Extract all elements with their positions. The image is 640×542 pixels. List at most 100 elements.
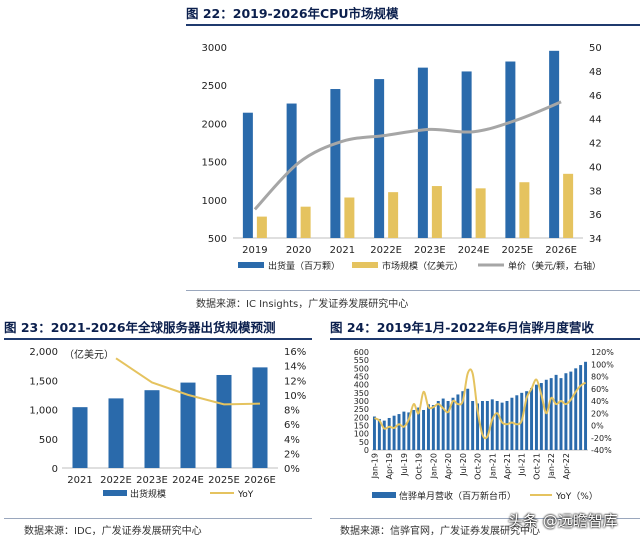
- x-tick-label: 2026E: [545, 245, 577, 256]
- bar-monthly-revenue: [490, 399, 494, 450]
- x-tick-label: 2022E: [100, 475, 132, 486]
- bar-monthly-revenue: [559, 378, 563, 450]
- bar-monthly-revenue: [407, 412, 411, 450]
- y-tick-label: 500: [354, 364, 369, 373]
- legend-swatch-market-size: [352, 262, 378, 268]
- figure-22-source: 数据来源：IC Insights，广发证券发展研究中心: [196, 299, 409, 310]
- bar-monthly-revenue: [534, 384, 538, 450]
- x-tick-label: Jan-20: [429, 453, 438, 479]
- line-revenue-yoy: [374, 368, 587, 440]
- figure-23-rule: [4, 338, 312, 340]
- y2-tick-label: 36: [589, 210, 602, 221]
- x-tick-label: Jul-21: [518, 453, 527, 477]
- bar-shipments: [374, 79, 385, 238]
- y2-tick-label: 16%: [284, 347, 306, 358]
- bar-market-size: [256, 216, 267, 238]
- bar-monthly-revenue: [500, 402, 504, 450]
- bar-monthly-revenue: [549, 378, 553, 450]
- x-tick-label: Jan-21: [488, 453, 497, 479]
- bar-monthly-revenue: [402, 411, 406, 450]
- y2-tick-label: -20%: [591, 434, 612, 443]
- x-tick-label: Oct-19: [415, 453, 424, 480]
- y2-tick-label: 14%: [284, 362, 306, 373]
- bar-server-shipments: [108, 398, 124, 468]
- y2-tick-label: 60%: [591, 385, 609, 394]
- y-tick-label: 0: [364, 446, 369, 455]
- legend-label-monthly-revenue: 信骅单月营收（百万新台币）: [399, 490, 516, 502]
- y2-tick-label: 2%: [284, 449, 300, 460]
- bar-monthly-revenue: [412, 409, 416, 450]
- y2-tick-label: 40%: [591, 397, 609, 406]
- legend-swatch-shipments: [238, 262, 264, 268]
- x-tick-label: 2024E: [458, 245, 490, 256]
- figure-22-source-rule: [186, 290, 640, 291]
- x-tick-label: Jan-19: [370, 453, 379, 479]
- bar-server-shipments: [252, 367, 268, 468]
- y-tick-label: 200: [354, 413, 369, 422]
- bar-monthly-revenue: [387, 417, 391, 450]
- cpu-market-chart: 500 1000 1500 2000 2500 3000 34 36 38 40 42 44 46 48 5…: [202, 43, 602, 272]
- x-tick-label: 2020: [286, 245, 311, 256]
- x-tick-label: Oct-21: [532, 453, 541, 480]
- x-tick-label: Apr-21: [503, 453, 512, 479]
- x-tick-label: 2023E: [414, 245, 446, 256]
- bar-monthly-revenue: [579, 365, 583, 450]
- bar-monthly-revenue: [525, 391, 529, 450]
- legend-swatch-monthly-revenue: [372, 492, 396, 498]
- y2-tick-label: 12%: [284, 376, 306, 387]
- figure-24-rule: [330, 338, 640, 340]
- watermark: 头条 @远瞻智库: [508, 512, 618, 530]
- bar-server-shipments: [216, 374, 232, 468]
- legend-label-server-shipments: 出货规模: [130, 488, 166, 500]
- figure-23-source: 数据来源：IDC，广发证券发展研究中心: [24, 526, 202, 537]
- y-tick-label: 50: [359, 438, 369, 447]
- y-tick-label: 1000: [202, 196, 227, 207]
- y2-tick-label: 34: [589, 234, 602, 245]
- figure-24-source-rule: [330, 518, 640, 519]
- bar-monthly-revenue: [505, 401, 509, 450]
- y2-tick-label: -40%: [591, 446, 612, 455]
- y2-tick-label: 80%: [591, 373, 609, 382]
- x-tick-label: 2025E: [208, 475, 240, 486]
- bar-monthly-revenue: [584, 361, 588, 450]
- bar-market-size: [431, 186, 442, 238]
- bar-monthly-revenue: [471, 401, 475, 450]
- y-tick-label: 450: [354, 373, 369, 382]
- legend-label-shipments: 出货量（百万颗）: [268, 260, 340, 272]
- bar-monthly-revenue: [564, 373, 568, 450]
- unit-label: （亿美元）: [64, 348, 114, 361]
- x-tick-label: 2021: [330, 245, 355, 256]
- bar-monthly-revenue: [544, 379, 548, 450]
- x-tick-label: 2026E: [244, 475, 276, 486]
- y2-tick-label: 8%: [284, 406, 300, 417]
- y-tick-label: 0: [52, 464, 58, 475]
- bar-monthly-revenue: [530, 387, 534, 450]
- y-tick-label: 150: [354, 422, 369, 431]
- legend-label-yoy: YoY: [237, 490, 254, 500]
- bar-monthly-revenue: [377, 418, 381, 450]
- bar-monthly-revenue: [495, 401, 499, 450]
- y2-tick-label: 38: [589, 186, 602, 197]
- bar-monthly-revenue: [451, 397, 455, 450]
- bar-monthly-revenue: [417, 407, 421, 450]
- y-tick-label: 1,500: [29, 376, 58, 387]
- x-tick-label: 2021: [67, 475, 92, 486]
- bar-shipments: [417, 67, 428, 239]
- y-tick-label: 100: [354, 430, 369, 439]
- x-tick-label: Oct-20: [474, 453, 483, 480]
- bar-monthly-revenue: [397, 414, 401, 450]
- x-tick-label: 2023E: [136, 475, 168, 486]
- bar-monthly-revenue: [426, 404, 430, 450]
- x-tick-label: Apr-20: [444, 453, 453, 479]
- x-tick-label: 2024E: [172, 475, 204, 486]
- y-tick-label: 1,000: [29, 406, 58, 417]
- bar-monthly-revenue: [422, 409, 426, 450]
- x-tick-label: 2022E: [370, 245, 402, 256]
- y-tick-label: 400: [354, 381, 369, 390]
- figure-24-source: 数据来源：信骅官网，广发证券发展研究中心: [340, 526, 540, 537]
- y-tick-label: 2,000: [29, 347, 58, 358]
- figure-23-source-rule: [4, 518, 312, 519]
- bar-monthly-revenue: [569, 371, 573, 450]
- bar-monthly-revenue: [372, 416, 376, 450]
